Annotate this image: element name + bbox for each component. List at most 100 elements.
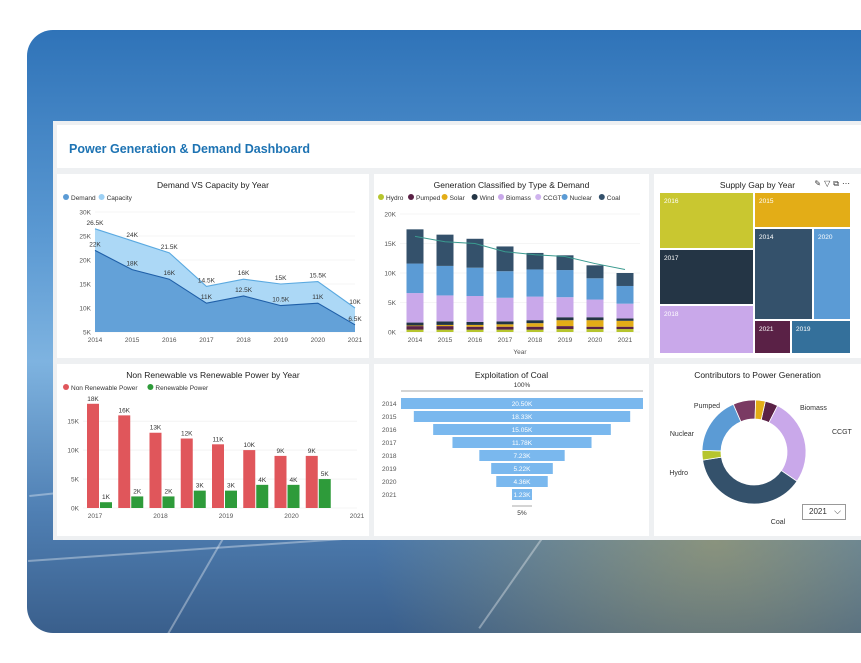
data-label: 11K (212, 436, 224, 443)
dashboard-header: Power Generation & Demand Dashboard (57, 125, 861, 168)
funnel-bar (452, 437, 592, 448)
bar-segment-wind (436, 321, 454, 325)
y-tick-label: 20K (384, 212, 396, 219)
treemap-cell-2015 (755, 193, 850, 227)
supply-gap-treemap[interactable]: 2016 2015 2014 2020 2017 2018 2021 2019 (654, 174, 861, 358)
data-label: 15.5K (309, 273, 327, 280)
y-tick-label: 30K (79, 210, 91, 217)
bar-segment-solar (406, 325, 424, 327)
data-label: 3K (196, 483, 205, 490)
chart-title: Non Renewable vs Renewable Power by Year (126, 370, 300, 380)
bar-segment-pumped (436, 326, 454, 330)
bar-segment-biomass (436, 295, 454, 322)
data-label: 16K (238, 270, 250, 277)
more-options-icon[interactable]: ⋯ (842, 179, 853, 188)
funnel-value-label: 11.78K (512, 440, 533, 447)
chart-title: Demand VS Capacity by Year (157, 180, 269, 190)
data-label: 5K (321, 471, 330, 478)
funnel-value-label: 4.36K (514, 479, 532, 486)
bar-segment-biomass (496, 297, 514, 322)
non-renewable-bar (212, 444, 224, 508)
x-tick-label: 2014 (408, 337, 423, 344)
donut-label: Nuclear (670, 431, 695, 438)
legend-marker (378, 194, 384, 200)
bar-segment-pumped (496, 326, 514, 330)
x-tick-label: 2021 (618, 337, 633, 344)
bar-segment-coal (616, 273, 634, 286)
bar-segment-wind (496, 321, 514, 325)
renewable-bar (131, 496, 144, 508)
bar-segment-solar (436, 324, 454, 327)
funnel-category-label: 2021 (382, 492, 397, 499)
data-label: 2K (133, 488, 142, 495)
bar-segment-coal (586, 265, 604, 279)
y-tick-label: 10K (79, 306, 91, 313)
data-label: 15K (275, 275, 287, 282)
non-renewable-bar (87, 403, 99, 508)
legend-marker (441, 194, 448, 200)
year-select[interactable]: 2021 ⌵ (802, 504, 846, 520)
y-tick-label: 10K (384, 271, 396, 278)
renewable-bar (318, 479, 331, 508)
funnel-category-label: 2020 (382, 479, 397, 486)
data-label: 9K (277, 448, 286, 455)
funnel-category-label: 2016 (382, 427, 397, 434)
legend-label: CCGT (543, 195, 561, 202)
data-label: 4K (258, 477, 267, 484)
treemap-label: 2019 (796, 326, 811, 333)
funnel-top-label: 100% (514, 382, 531, 389)
funnel-value-label: 5.22K (514, 466, 532, 473)
treemap-label: 2018 (664, 311, 679, 318)
funnel-category-label: 2017 (382, 440, 397, 447)
x-tick-label: 2017 (498, 337, 513, 344)
demand-capacity-card[interactable]: Demand VS Capacity by Year Demand Capacit… (57, 174, 369, 358)
treemap-cell-2018 (660, 306, 753, 353)
coal-funnel-chart[interactable]: 100% 20.50K 2014 18.33K 2015 15.05K 2016 11.78K… (374, 364, 649, 536)
x-tick-label: 2014 (88, 337, 103, 344)
legend-marker (498, 194, 504, 200)
contributors-donut-chart[interactable]: Biomass CCGT Coal Hydro Nuclear Pumped (654, 364, 861, 536)
legend-label: Solar (450, 195, 466, 202)
renewable-chart[interactable]: Non Renewable Power Renewable Power 15K 10K… (57, 364, 369, 536)
funnel-bar (479, 450, 565, 461)
generation-type-card[interactable]: Generation Classified by Type & Demand H… (374, 174, 649, 358)
bar-segment-biomass (406, 293, 424, 323)
bar-segment-nuclear (496, 271, 514, 298)
renewable-card[interactable]: Non Renewable vs Renewable Power by Year… (57, 364, 369, 536)
pin-icon[interactable]: ✎ (814, 179, 825, 188)
x-tick-label: 2017 (199, 337, 214, 344)
data-label: 9K (308, 448, 317, 455)
funnel-category-label: 2019 (382, 466, 397, 473)
supply-gap-card[interactable]: Supply Gap by Year ✎▽⧉⋯ 2016 2015 2014 2020… (654, 174, 861, 358)
bar-segment-wind (586, 317, 604, 321)
legend-marker (471, 194, 478, 200)
demand-capacity-chart[interactable]: Demand Capacity 30K 25K 20K 15K 10K 5K 26.5K 24K 2… (57, 174, 369, 358)
filter-icon[interactable]: ▽ (824, 179, 834, 188)
visual-toolbar[interactable]: ✎▽⧉⋯ (814, 179, 853, 189)
funnel-category-label: 2018 (382, 453, 397, 460)
treemap-label: 2014 (759, 234, 774, 241)
bar-segment-hydro (556, 329, 574, 332)
y-tick-label: 15K (384, 241, 396, 248)
chart-title: Supply Gap by Year (719, 180, 796, 190)
donut-slice-solar (754, 399, 766, 421)
donut-label: Biomass (800, 405, 827, 412)
contributors-card[interactable]: Contributors to Power Generation Biomass… (654, 364, 861, 536)
non-renewable-bar (118, 415, 131, 508)
focus-mode-icon[interactable]: ⧉ (833, 179, 842, 188)
data-label: 10.5K (272, 297, 290, 304)
generation-type-chart[interactable]: Hydro Pumped Solar Wind Biomass CCGT Nuclear Co… (374, 174, 649, 358)
legend-label: Coal (607, 195, 621, 202)
funnel-value-label: 18.33K (512, 414, 533, 421)
non-renewable-bar (243, 450, 256, 508)
dashboard: Power Generation & Demand Dashboard Dema… (53, 121, 861, 540)
funnel-value-label: 15.05K (512, 427, 533, 434)
non-renewable-bar (274, 455, 287, 508)
data-label: 10K (243, 442, 255, 449)
bar-segment-solar (496, 324, 514, 327)
x-tick-label: 2018 (528, 337, 543, 344)
data-label: 16K (118, 407, 130, 414)
chart-title: Generation Classified by Type & Demand (433, 180, 590, 190)
coal-exploitation-card[interactable]: Exploitation of Coal 100% 20.50K 2014 18.33… (374, 364, 649, 536)
bar-segment-biomass (526, 296, 544, 321)
